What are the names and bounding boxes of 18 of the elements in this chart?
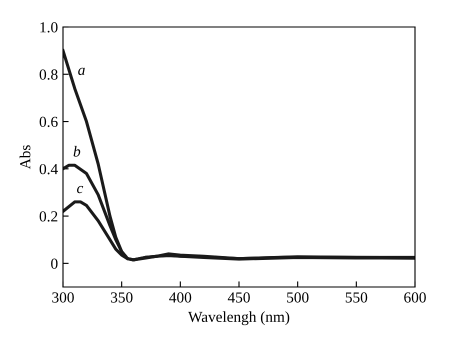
- x-tick-label: 450: [228, 292, 250, 303]
- y-tick-label: 0.4: [40, 164, 58, 174]
- annotation: a: [78, 68, 85, 76]
- y-axis-title: Abs: [20, 145, 30, 170]
- x-tick-label: 500: [287, 292, 309, 303]
- x-axis-title: Wavelengh (nm): [188, 311, 290, 326]
- y-tick-label: 0: [51, 258, 58, 269]
- x-tick-label: 600: [404, 292, 426, 303]
- x-tick-label: 400: [169, 292, 192, 303]
- y-tick-label: 0.2: [40, 211, 58, 222]
- y-tick-label: 0.6: [40, 116, 58, 128]
- annotation: c: [77, 186, 84, 194]
- y-tick-label: 1.0: [40, 22, 58, 33]
- y-tick-label: 0.8: [40, 69, 58, 80]
- x-tick-label: 550: [346, 292, 368, 303]
- annotation: b: [74, 146, 80, 157]
- x-tick-label: 300: [52, 292, 74, 303]
- x-tick-label: 350: [110, 292, 133, 303]
